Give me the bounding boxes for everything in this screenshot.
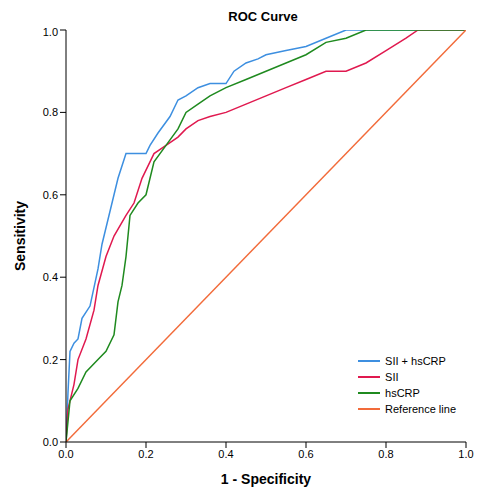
svg-text:0.4: 0.4 [218, 448, 233, 460]
html-text:Reference line: Reference line [385, 403, 456, 415]
svg-text:Sensitivity: Sensitivity [12, 201, 28, 271]
svg-text:0.4: 0.4 [43, 271, 58, 283]
html-text:SII: SII [385, 371, 399, 383]
svg-text:0.6: 0.6 [43, 189, 58, 201]
svg-text:0.0: 0.0 [43, 436, 58, 448]
svg-text:0.2: 0.2 [138, 448, 153, 460]
svg-text:0.2: 0.2 [43, 354, 58, 366]
svg-text:0.8: 0.8 [378, 448, 393, 460]
svg-text:0.0: 0.0 [58, 448, 73, 460]
html-text:hsCRP: hsCRP [385, 387, 420, 399]
svg-text:1 - Specificity: 1 - Specificity [221, 471, 311, 487]
svg-text:0.6: 0.6 [298, 448, 313, 460]
html-text:SII + hsCRP: SII + hsCRP [385, 355, 446, 367]
html-text:ROC Curve: ROC Curve [228, 9, 298, 24]
svg-text:0.8: 0.8 [43, 106, 58, 118]
svg-text:1.0: 1.0 [43, 26, 58, 38]
svg-text:1.0: 1.0 [458, 448, 473, 460]
